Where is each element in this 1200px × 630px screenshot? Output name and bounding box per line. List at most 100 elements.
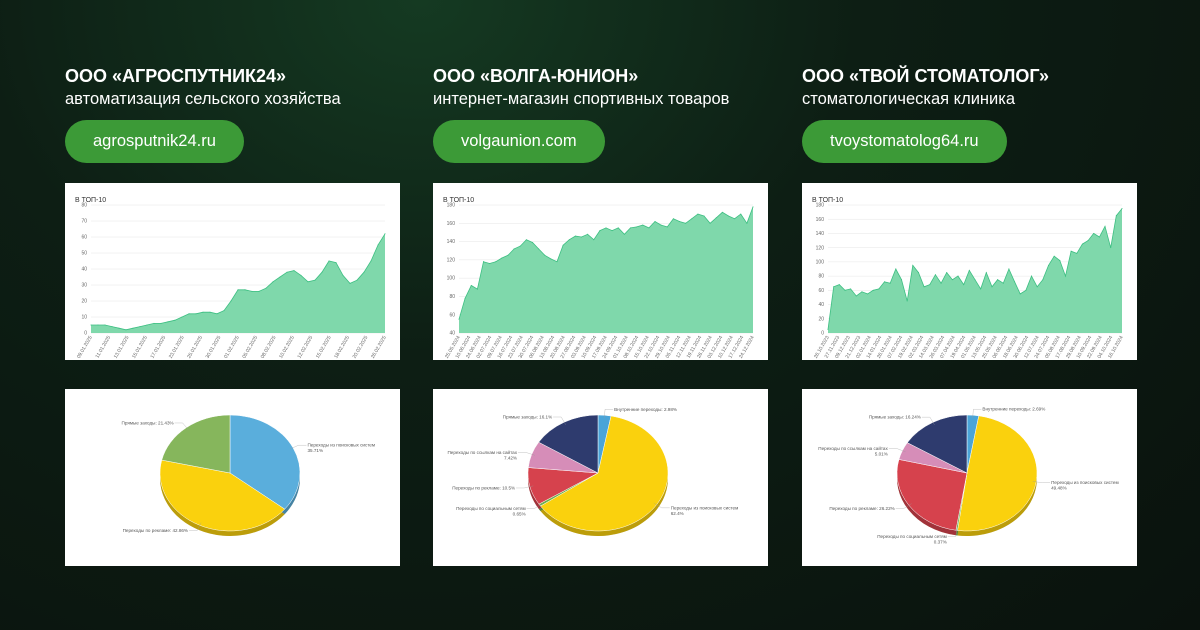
y-tick-label: 30: [81, 283, 87, 289]
y-tick-label: 80: [81, 203, 87, 209]
data-point: [216, 313, 218, 315]
slice-label: 35.71%: [307, 448, 323, 453]
data-point: [118, 327, 120, 329]
site-link-button[interactable]: tvoystomatolog64.ru: [802, 120, 1007, 163]
y-tick-label: 40: [449, 331, 455, 337]
label-leader: [516, 485, 534, 489]
data-point: [272, 281, 274, 283]
data-point: [968, 269, 970, 271]
data-point: [125, 329, 127, 331]
slice-label: 0.37%: [934, 539, 947, 544]
x-tick-label: 12.02.2025: [297, 335, 315, 360]
pie-chart-svg: Внутренние переходы: 2.98% Переходы из по…: [448, 407, 739, 536]
data-point: [464, 297, 466, 299]
x-tick-label: 26.02.2025: [370, 335, 388, 360]
label-leader: [518, 452, 536, 456]
data-point: [470, 284, 472, 286]
slice-label: Переходы из поисковых систем: [671, 505, 739, 510]
data-point: [1110, 247, 1112, 249]
label-leader: [526, 503, 543, 509]
data-point: [1093, 232, 1095, 234]
data-point: [489, 263, 491, 265]
data-point: [1042, 279, 1044, 281]
slice-label: Переходы по ссылкам на сайтах: [818, 445, 888, 451]
chart-title: В ТОП-10: [812, 197, 843, 204]
data-point: [985, 272, 987, 274]
data-point: [300, 274, 302, 276]
pie-chart-svg: Внутренние переходы: 2.69% Переходы из по…: [818, 407, 1119, 545]
company-name: ООО «ВОЛГА-ЮНИОН»: [433, 66, 639, 86]
data-point: [1098, 236, 1100, 238]
data-point: [740, 213, 742, 215]
pie-slice: [896, 459, 968, 531]
area-chart-svg: В ТОП-1002040608010012014016018026.10.20…: [812, 197, 1125, 360]
y-tick-label: 140: [447, 239, 456, 245]
x-tick-label: 13.01.2025: [113, 335, 131, 360]
data-point: [997, 279, 999, 281]
data-point: [293, 270, 295, 272]
slice-label: Переходы по рекламе: 42.86%: [123, 528, 188, 533]
data-point: [867, 293, 869, 295]
chart-title: В ТОП-10: [75, 197, 106, 204]
data-point: [251, 290, 253, 292]
data-point: [672, 218, 674, 220]
data-point: [889, 282, 891, 284]
y-tick-label: 160: [447, 221, 456, 227]
label-leader: [888, 448, 906, 453]
label-leader: [895, 503, 912, 509]
y-tick-label: 40: [818, 302, 824, 308]
data-point: [1115, 215, 1117, 217]
data-point: [476, 288, 478, 290]
site-link-button[interactable]: agrosputnik24.ru: [65, 120, 244, 163]
data-point: [132, 327, 134, 329]
label-leader: [289, 445, 307, 450]
x-tick-label: 30.01.2025: [205, 335, 223, 360]
data-point: [1059, 259, 1061, 261]
y-tick-label: 10: [81, 315, 87, 321]
company-name: ООО «АГРОСПУТНИК24»: [65, 66, 287, 86]
data-point: [734, 218, 736, 220]
slice-label: Переходы из поисковых систем: [1051, 480, 1119, 485]
x-tick-label: 15.01.2025: [131, 335, 149, 360]
data-point: [963, 284, 965, 286]
y-tick-label: 0: [821, 331, 824, 337]
data-point: [703, 215, 705, 217]
data-point: [111, 326, 113, 328]
data-point: [544, 254, 546, 256]
data-point: [721, 211, 723, 213]
slice-label: Переходы по социальным сетям: [456, 506, 526, 511]
data-point: [556, 261, 558, 263]
slice-label: Прямые заходы: 16.1%: [503, 415, 553, 420]
y-tick-label: 50: [81, 251, 87, 257]
data-point: [104, 324, 106, 326]
data-point: [513, 248, 515, 250]
y-tick-label: 60: [81, 235, 87, 241]
data-point: [697, 213, 699, 215]
y-tick-label: 20: [818, 316, 824, 322]
data-point: [833, 286, 835, 288]
site-link-button[interactable]: volgaunion.com: [433, 120, 605, 163]
data-point: [279, 276, 281, 278]
data-point: [495, 261, 497, 263]
data-point: [244, 289, 246, 291]
y-tick-label: 100: [447, 276, 456, 282]
x-tick-label: 18.02.2025: [333, 335, 351, 360]
data-point: [1104, 225, 1106, 227]
data-point: [1019, 293, 1021, 295]
traffic-pie-chart: Внутренние переходы: 2.98% Переходы из по…: [433, 389, 768, 566]
data-point: [1025, 289, 1027, 291]
slice-label: Переходы по ссылкам на сайтах: [448, 449, 518, 455]
data-point: [538, 248, 540, 250]
data-point: [377, 244, 379, 246]
label-leader: [174, 422, 189, 431]
pie-slice: [906, 414, 968, 474]
data-point: [202, 311, 204, 313]
area-chart-svg: В ТОП-1040608010012014016018025.05.20241…: [443, 197, 756, 360]
data-point: [906, 300, 908, 302]
traffic-pie-chart: Внутренние переходы: 2.69% Переходы из по…: [802, 389, 1137, 566]
label-leader: [947, 527, 958, 537]
label-leader: [653, 502, 670, 508]
data-point: [654, 220, 656, 222]
data-point: [507, 254, 509, 256]
